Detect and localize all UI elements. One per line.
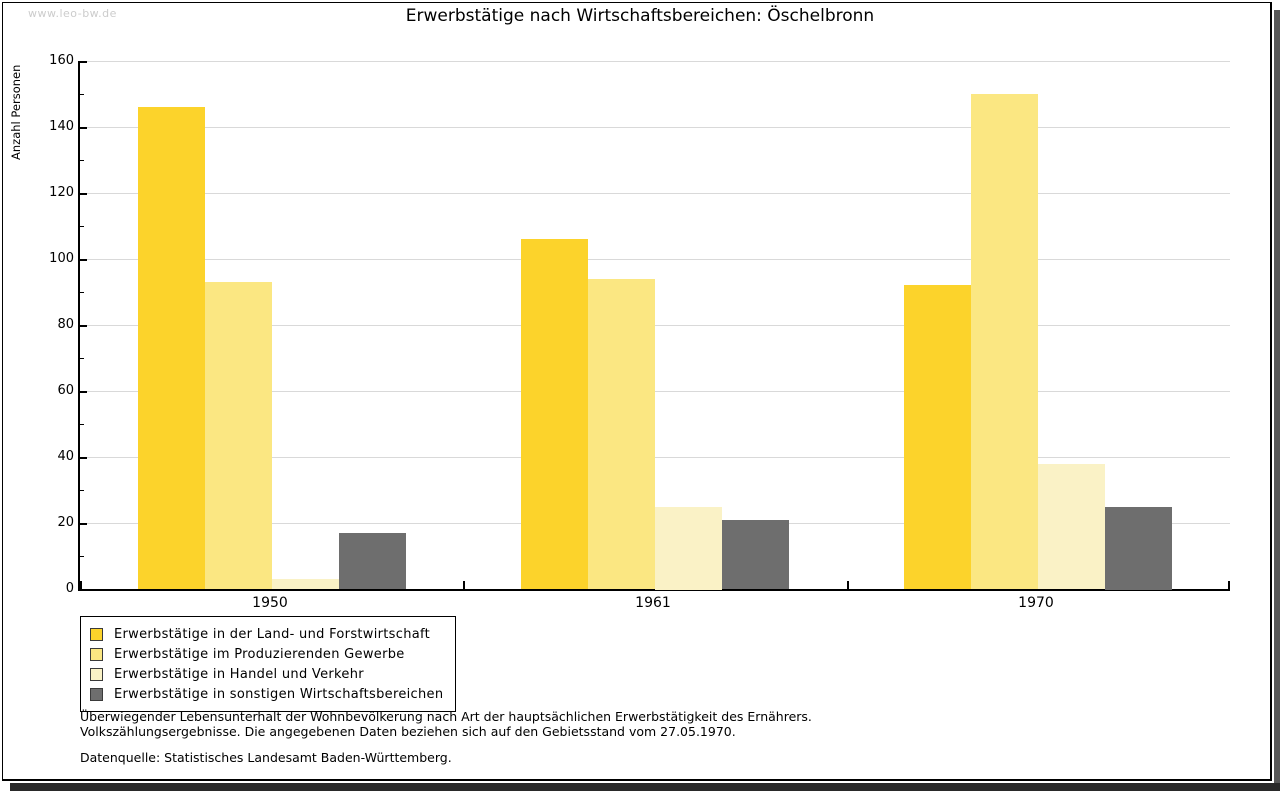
bar-1970-series-2 — [971, 94, 1038, 589]
bar-1950-series-4 — [339, 533, 406, 589]
x-axis-tick-1 — [463, 581, 465, 589]
window-shadow-right — [1274, 10, 1280, 791]
y-major-tick-120 — [80, 193, 87, 195]
y-axis-label-120: 120 — [49, 185, 74, 200]
legend-label: Erwerbstätige im Produzierenden Gewerbe — [114, 646, 405, 662]
y-major-tick-40 — [80, 457, 87, 459]
legend-item: Erwerbstätige in der Land- und Forstwirt… — [90, 624, 443, 644]
footnote: Überwiegender Lebensunterhalt der Wohnbe… — [80, 709, 812, 739]
y-axis-label-40: 40 — [57, 449, 74, 464]
x-axis-label-1961: 1961 — [635, 595, 671, 611]
legend-item: Erwerbstätige in Handel und Verkehr — [90, 664, 443, 684]
gridline-100 — [80, 259, 1230, 260]
legend-swatch-sonstige-wirtschaftsbereiche — [90, 687, 103, 701]
legend-item: Erwerbstätige in sonstigen Wirtschaftsbe… — [90, 684, 443, 704]
legend-label: Erwerbstätige in sonstigen Wirtschaftsbe… — [114, 686, 444, 702]
y-minor-tick-130 — [80, 160, 84, 161]
y-axis-label-160: 160 — [49, 53, 74, 68]
bar-1970-series-4 — [1105, 507, 1172, 590]
page-title: Erwerbstätige nach Wirtschaftsbereichen:… — [405, 6, 875, 26]
legend-label: Erwerbstätige in Handel und Verkehr — [114, 666, 364, 682]
y-axis-label-140: 140 — [49, 119, 74, 134]
y-major-tick-160 — [80, 61, 87, 63]
y-axis-label-80: 80 — [57, 317, 74, 332]
bar-1970-series-1 — [904, 285, 971, 589]
legend-swatch-land-und-forstwirtschaft — [90, 627, 103, 641]
legend-swatch-produzierendes-gewerbe — [90, 647, 103, 661]
bar-1961-series-1 — [521, 239, 588, 589]
bar-1961-series-3 — [655, 507, 722, 590]
y-axis-label-0: 0 — [65, 581, 74, 596]
legend-swatch-handel-und-verkehr — [90, 667, 103, 681]
gridline-80 — [80, 325, 1230, 326]
x-axis-tick-0 — [80, 581, 82, 589]
bar-1950-series-2 — [205, 282, 272, 589]
y-major-tick-100 — [80, 259, 87, 261]
x-axis-tick-2 — [847, 581, 849, 589]
y-major-tick-140 — [80, 127, 87, 129]
data-source: Datenquelle: Statistisches Landesamt Bad… — [80, 750, 452, 765]
y-major-tick-20 — [80, 523, 87, 525]
y-minor-tick-50 — [80, 424, 84, 425]
y-major-tick-80 — [80, 325, 87, 327]
x-axis-tick-3 — [1228, 581, 1230, 589]
y-minor-tick-30 — [80, 490, 84, 491]
plot-area — [78, 61, 1230, 591]
watermark-url: www.leo-bw.de — [28, 7, 117, 20]
window-shadow-bottom — [10, 783, 1280, 791]
gridline-120 — [80, 193, 1230, 194]
y-axis-title: Anzahl Personen — [9, 64, 23, 160]
y-minor-tick-150 — [80, 94, 84, 95]
bar-1970-series-3 — [1038, 464, 1105, 589]
gridline-40 — [80, 457, 1230, 458]
y-minor-tick-70 — [80, 358, 84, 359]
footnote-line-2: Volkszählungsergebnisse. Die angegebenen… — [80, 723, 736, 739]
y-minor-tick-90 — [80, 292, 84, 293]
y-axis-label-60: 60 — [57, 383, 74, 398]
bar-1950-series-3 — [272, 579, 339, 589]
bar-1961-series-4 — [722, 520, 789, 589]
y-minor-tick-110 — [80, 226, 84, 227]
y-minor-tick-10 — [80, 556, 84, 557]
y-axis-label-20: 20 — [57, 515, 74, 530]
bar-1950-series-1 — [138, 107, 205, 589]
gridline-160 — [80, 61, 1230, 62]
bar-1961-series-2 — [588, 279, 655, 589]
gridline-60 — [80, 391, 1230, 392]
y-major-tick-60 — [80, 391, 87, 393]
x-axis-label-1950: 1950 — [252, 595, 288, 611]
y-axis-label-100: 100 — [49, 251, 74, 266]
footnote-line-1: Überwiegender Lebensunterhalt der Wohnbe… — [80, 709, 812, 724]
x-axis-label-1970: 1970 — [1018, 595, 1054, 611]
legend: Erwerbstätige in der Land- und Forstwirt… — [80, 616, 457, 712]
legend-item: Erwerbstätige im Produzierenden Gewerbe — [90, 644, 443, 664]
legend-label: Erwerbstätige in der Land- und Forstwirt… — [114, 626, 431, 642]
gridline-140 — [80, 127, 1230, 128]
